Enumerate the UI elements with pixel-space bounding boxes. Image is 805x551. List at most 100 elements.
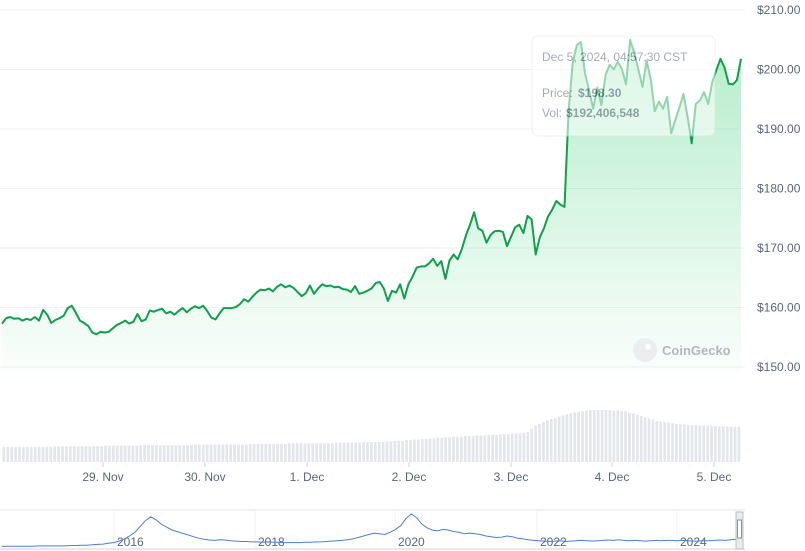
navigator-tick-label: 2022 <box>540 535 567 549</box>
volume-bar <box>448 437 451 462</box>
volume-bar <box>311 443 315 462</box>
navigator-handle[interactable] <box>737 519 742 539</box>
grid-lines <box>0 9 745 368</box>
y-tick-label: $190.00 <box>757 122 801 136</box>
tooltip-vol-label: Vol: <box>542 106 562 120</box>
volume-bar <box>518 433 522 462</box>
volume-bar <box>655 420 659 462</box>
volume-bar <box>291 443 295 462</box>
volume-bar <box>61 446 64 462</box>
price-area <box>2 39 741 372</box>
volume-bar <box>420 439 424 462</box>
x-tick-label: 2. Dec <box>392 470 427 484</box>
volume-bar <box>280 443 283 462</box>
volume-bar <box>22 446 25 462</box>
navigator-line <box>2 513 742 547</box>
volume-bar <box>565 414 569 462</box>
volume-bar <box>663 422 667 462</box>
volume-bar <box>244 444 248 462</box>
volume-bar <box>217 444 221 462</box>
volume-bar <box>14 446 17 462</box>
volume-bar <box>479 435 483 462</box>
volume-bar <box>589 410 592 462</box>
volume-bar <box>205 444 209 462</box>
volume-bar <box>698 425 702 462</box>
volume-bar <box>401 440 405 462</box>
volume-bars <box>2 410 741 462</box>
volume-bar <box>143 445 146 462</box>
volume-bar <box>671 423 674 462</box>
volume-bar <box>229 444 232 462</box>
volume-bar <box>452 436 455 462</box>
volume-bar <box>241 444 244 462</box>
volume-bar <box>604 410 608 462</box>
volume-bar <box>29 446 33 462</box>
volume-bar <box>190 445 193 462</box>
volume-bar <box>53 446 57 462</box>
volume-bar <box>620 411 623 462</box>
volume-bar <box>96 446 100 462</box>
volume-bar <box>338 442 342 462</box>
volume-bar <box>675 423 678 462</box>
volume-bar <box>346 442 350 462</box>
volume-bar <box>88 446 92 462</box>
volume-bar <box>690 425 694 462</box>
volume-bar <box>635 414 639 462</box>
navigator[interactable]: 2016 2018 2020 2022 2024 <box>0 509 745 550</box>
y-tick-label: $180.00 <box>757 182 801 196</box>
volume-bar <box>182 445 186 462</box>
volume-bar <box>284 443 287 462</box>
volume-bar <box>18 446 21 462</box>
volume-bar <box>616 410 620 462</box>
x-tick-label: 1. Dec <box>290 470 325 484</box>
volume-bar <box>358 442 362 462</box>
volume-bar <box>624 411 627 462</box>
volume-bar <box>260 443 264 462</box>
volume-bar <box>628 412 631 462</box>
x-tick-label: 5. Dec <box>697 470 732 484</box>
volume-bar <box>123 445 127 462</box>
volume-bar <box>487 434 491 462</box>
volume-bar <box>84 446 88 462</box>
volume-bar <box>237 444 240 462</box>
volume-bar <box>72 446 76 462</box>
volume-bar <box>467 436 471 462</box>
volume-bar <box>526 431 530 462</box>
volume-bar <box>119 445 123 462</box>
volume-bar <box>706 425 710 462</box>
volume-bar <box>491 434 494 462</box>
volume-bar <box>299 443 303 462</box>
volume-bar <box>710 425 713 462</box>
volume-bar <box>170 445 174 462</box>
volume-bar <box>432 438 436 462</box>
volume-bar <box>424 439 428 462</box>
volume-bar <box>209 444 213 462</box>
x-axis: 29. Nov 30. Nov 1. Dec 2. Dec 3. Dec 4. Dec 5.… <box>82 462 731 484</box>
volume-bar <box>104 445 107 462</box>
volume-bar <box>737 426 741 462</box>
volume-bar <box>694 425 698 462</box>
volume-bar <box>522 432 526 462</box>
volume-bar <box>577 411 580 462</box>
volume-bar <box>592 410 596 462</box>
volume-bar <box>151 445 154 462</box>
navigator-tick-label: 2024 <box>680 535 707 549</box>
volume-bar <box>127 445 131 462</box>
volume-bar <box>307 443 311 462</box>
volume-bar <box>248 443 252 462</box>
volume-bar <box>108 445 111 462</box>
volume-bar <box>33 446 37 462</box>
tooltip-vol-value: $192,406,548 <box>566 106 640 120</box>
volume-bar <box>370 442 373 462</box>
volume-bar <box>162 445 166 462</box>
volume-bar <box>557 416 561 462</box>
volume-bar <box>608 410 612 462</box>
volume-bar <box>600 410 604 462</box>
x-tick-label: 29. Nov <box>82 470 123 484</box>
volume-bar <box>319 443 322 462</box>
volume-bar <box>506 434 510 462</box>
volume-bar <box>276 443 279 462</box>
volume-bar <box>569 413 573 462</box>
volume-bar <box>682 424 686 462</box>
